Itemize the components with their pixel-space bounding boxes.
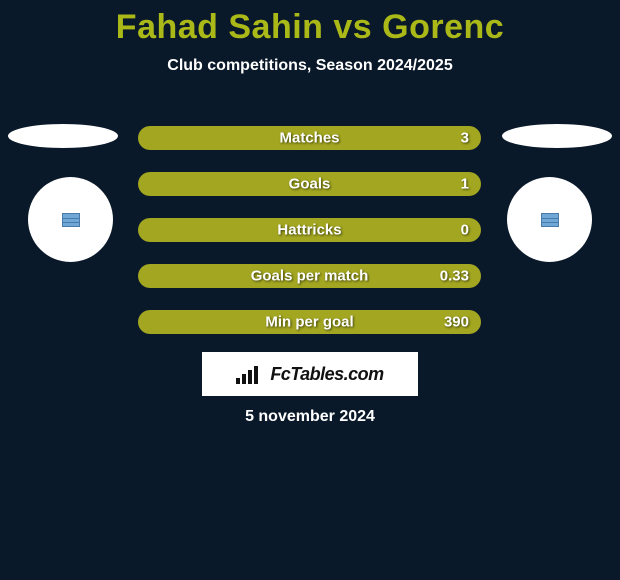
stat-row-goals-per-match: Goals per match 0.33: [138, 264, 481, 288]
stat-row-hattricks: Hattricks 0: [138, 218, 481, 242]
page-title: Fahad Sahin vs Gorenc: [0, 0, 620, 47]
stat-row-goals: Goals 1: [138, 172, 481, 196]
stat-label: Matches: [279, 130, 339, 147]
stat-row-matches: Matches 3: [138, 126, 481, 150]
brand-text: FcTables.com: [270, 364, 383, 385]
club-badge-left: [28, 177, 113, 262]
stat-label: Min per goal: [265, 314, 353, 331]
stat-value: 390: [444, 314, 469, 331]
player-photo-right: [502, 124, 612, 148]
image-placeholder-icon: [62, 213, 80, 227]
bar-chart-icon: [236, 364, 264, 384]
stat-label: Hattricks: [277, 222, 341, 239]
date-label: 5 november 2024: [0, 408, 620, 426]
stat-value: 0: [461, 222, 469, 239]
subtitle: Club competitions, Season 2024/2025: [0, 57, 620, 75]
stat-label: Goals per match: [251, 268, 369, 285]
stat-value: 3: [461, 130, 469, 147]
club-badge-right: [507, 177, 592, 262]
stat-row-min-per-goal: Min per goal 390: [138, 310, 481, 334]
stat-label: Goals: [289, 176, 331, 193]
image-placeholder-icon: [541, 213, 559, 227]
brand-logo[interactable]: FcTables.com: [202, 352, 418, 396]
stat-value: 1: [461, 176, 469, 193]
stat-bars: Matches 3 Goals 1 Hattricks 0 Goals per …: [138, 126, 481, 356]
stat-value: 0.33: [440, 268, 469, 285]
player-photo-left: [8, 124, 118, 148]
